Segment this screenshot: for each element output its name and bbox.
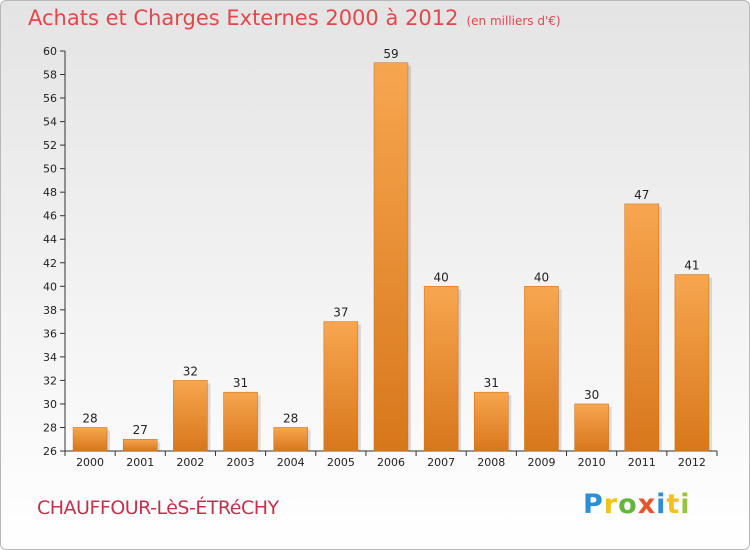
bar-2012 [674,274,710,452]
bar-2002 [173,380,208,452]
location-name: CHAUFFOUR-LèS-ÉTRéCHY [37,497,279,519]
chart-title: Achats et Charges Externes 2000 à 2012 (e… [28,6,561,30]
value-label-2001: 27 [133,423,148,437]
y-tick-label: 54 [43,116,57,129]
y-tick-label: 30 [43,398,57,411]
bar-2011 [624,203,660,452]
value-label-2007: 40 [434,270,449,284]
y-tick-label: 36 [43,327,57,340]
bar-2007 [423,286,459,452]
chart-labels: 28 2000 27 2001 32 2002 31 2003 28 2004 37 2005 59 20… [76,47,706,469]
x-tick-label-2007: 2007 [427,456,455,469]
logo-letter: o [618,489,638,520]
x-tick-label-2011: 2011 [628,456,656,469]
y-tick-label: 60 [43,45,57,58]
x-tick-label-2003: 2003 [227,456,255,469]
y-tick-label: 26 [43,445,57,458]
logo-letter: t [666,489,681,520]
bar-2003 [223,391,258,452]
logo-letter: P [583,489,604,520]
value-label-2002: 32 [183,364,198,378]
bar-2005 [323,321,359,452]
y-tick-label: 34 [43,351,57,364]
bar-2008 [474,391,509,452]
value-label-2010: 30 [584,388,599,402]
y-tick-label: 52 [43,139,57,152]
value-label-2000: 28 [82,411,97,425]
x-tick-label-2008: 2008 [477,456,505,469]
bar-2004 [273,427,308,452]
y-tick-label: 38 [43,304,57,317]
value-label-2008: 31 [484,376,499,390]
value-label-2003: 31 [233,376,248,390]
value-label-2004: 28 [283,411,298,425]
proxiti-logo: Proxiti [583,489,691,520]
x-tick-label-2000: 2000 [76,456,104,469]
chart-bars [72,62,712,452]
y-tick-label: 56 [43,92,57,105]
bar-2000 [72,427,108,452]
logo-letter: x [637,489,657,520]
x-tick-label-2009: 2009 [527,456,555,469]
bar-2001 [122,438,158,452]
value-label-2012: 41 [684,259,699,273]
x-tick-label-2010: 2010 [578,456,606,469]
y-tick-label: 28 [43,421,57,434]
x-tick-label-2006: 2006 [377,456,405,469]
x-tick-label-2001: 2001 [126,456,154,469]
y-tick-label: 50 [43,163,57,176]
value-label-2009: 40 [534,270,549,284]
y-tick-label: 44 [43,233,57,246]
y-tick-label: 40 [43,280,57,293]
y-tick-label: 32 [43,374,57,387]
logo-letter: i [656,489,667,520]
value-label-2011: 47 [634,188,649,202]
chart-axes: 26 28 30 32 34 36 38 40 42 44 46 48 50 52 54 56 58 60 [43,45,718,458]
y-tick-label: 48 [43,186,57,199]
bar-2006 [373,62,409,452]
chart-unit: (en milliers d'€) [466,14,561,28]
x-tick-label-2012: 2012 [678,456,706,469]
y-tick-label: 46 [43,210,57,223]
x-tick-label-2005: 2005 [327,456,355,469]
chart-title-text: Achats et Charges Externes 2000 à 2012 [28,6,459,30]
x-tick-label-2002: 2002 [176,456,204,469]
value-label-2006: 59 [383,47,398,61]
value-label-2005: 37 [333,306,348,320]
x-tick-label-2004: 2004 [277,456,305,469]
logo-letter: i [680,489,691,520]
y-tick-label: 58 [43,69,57,82]
y-tick-label: 42 [43,257,57,270]
logo-letter: r [603,489,619,520]
bar-2010 [574,403,609,452]
bar-2009 [524,286,559,452]
